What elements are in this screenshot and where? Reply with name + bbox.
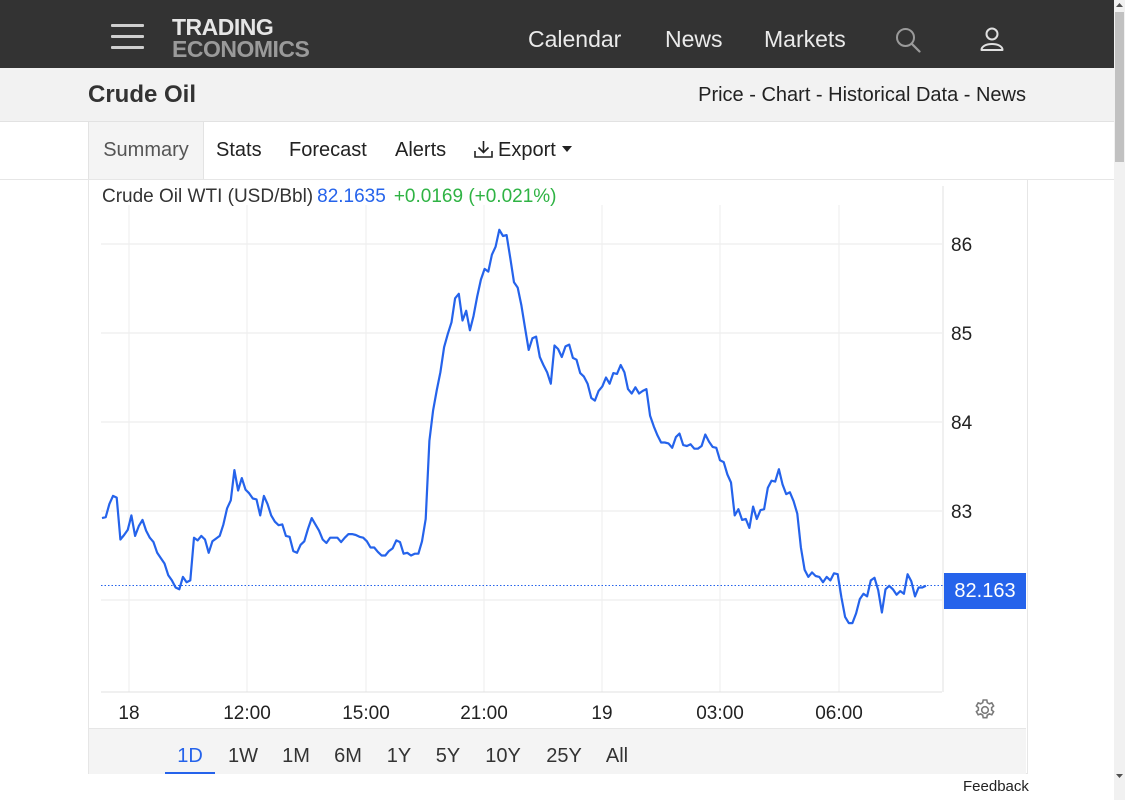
download-icon [474, 141, 493, 158]
user-icon[interactable] [979, 26, 1005, 52]
nav-markets[interactable]: Markets [764, 26, 846, 52]
range-5y[interactable]: 5Y [435, 745, 461, 767]
quote-line: Crude Oil WTI (USD/Bbl) 82.1635 +0.0169 (+… [102, 186, 557, 208]
top-navbar: TRADING ECONOMICS Calendar News Markets [0, 0, 1114, 68]
price-series-line [101, 228, 927, 625]
quote-price: 82.1635 [317, 186, 386, 207]
search-icon[interactable] [895, 27, 921, 53]
subnav-separator: - [810, 84, 829, 106]
subnav-historical-data[interactable]: Historical Data [828, 84, 959, 106]
nav-calendar[interactable]: Calendar [528, 26, 622, 52]
x-tick-label: 21:00 [460, 703, 508, 724]
quote-name: Crude Oil WTI (USD/Bbl) [102, 186, 314, 207]
logo[interactable]: TRADING ECONOMICS [172, 14, 310, 62]
scroll-up-arrow-icon[interactable] [1114, 0, 1125, 10]
tab-summary[interactable]: Summary [88, 122, 204, 179]
logo-line-1: TRADING [172, 14, 274, 40]
chart-series [101, 228, 943, 625]
x-tick-label: 12:00 [223, 703, 271, 724]
range-selector: 1D 1W 1M 6M 1Y 5Y 10Y 25Y All [89, 728, 1026, 774]
tab-alerts[interactable]: Alerts [395, 139, 447, 161]
range-25y[interactable]: 25Y [546, 745, 582, 767]
hamburger-icon[interactable] [111, 24, 144, 49]
range-1d[interactable]: 1D [165, 729, 215, 774]
y-tick-label: 84 [951, 413, 973, 434]
range-10y[interactable]: 10Y [485, 745, 521, 767]
x-tick-label: 06:00 [815, 703, 863, 724]
subnav-news[interactable]: News [975, 84, 1026, 106]
nav-news[interactable]: News [665, 26, 723, 52]
logo-line-2: ECONOMICS [172, 36, 310, 62]
subnav-separator: - [958, 84, 976, 106]
tab-export[interactable]: Export [473, 122, 572, 179]
x-tick-label: 19 [591, 703, 612, 724]
chart-grid [101, 186, 944, 693]
range-all[interactable]: All [605, 745, 629, 767]
scrollbar-thumb[interactable] [1115, 12, 1124, 162]
y-tick-label: 83 [951, 502, 972, 523]
x-axis-ticks: 18 12:00 15:00 21:00 19 03:00 06:00 [118, 703, 862, 724]
y-axis-ticks: 83 84 85 86 [951, 235, 973, 523]
x-tick-label: 18 [118, 703, 139, 724]
tab-forecast[interactable]: Forecast [289, 139, 367, 161]
subnav-chart[interactable]: Chart [761, 84, 811, 106]
page-title: Crude Oil [88, 81, 197, 108]
feedback-link[interactable]: Feedback [963, 778, 1029, 795]
current-price-tag: 82.163 [944, 573, 1026, 609]
x-tick-label: 03:00 [696, 703, 744, 724]
range-1w[interactable]: 1W [228, 745, 258, 767]
scroll-down-arrow-icon[interactable] [1114, 770, 1125, 784]
export-label: Export [498, 139, 556, 161]
title-bar: Crude Oil Price - Chart - Historical Dat… [0, 68, 1114, 122]
chevron-down-icon [561, 146, 572, 152]
range-6m[interactable]: 6M [334, 745, 362, 767]
gear-icon[interactable] [973, 698, 997, 722]
y-tick-label: 85 [951, 324, 972, 345]
x-tick-label: 15:00 [342, 703, 390, 724]
subnav-price[interactable]: Price [698, 84, 744, 106]
subnav-separator: - [743, 84, 762, 106]
quote-change: +0.0169 (+0.021%) [393, 186, 557, 207]
subnav: Price - Chart - Historical Data - News [698, 84, 1026, 107]
tab-stats[interactable]: Stats [216, 139, 262, 161]
tabs-row: Summary Stats Forecast Alerts Export [0, 122, 1114, 180]
range-1y[interactable]: 1Y [386, 745, 412, 767]
page-scrollbar[interactable] [1114, 0, 1125, 800]
range-1m[interactable]: 1M [282, 745, 310, 767]
y-tick-label: 86 [951, 235, 972, 256]
